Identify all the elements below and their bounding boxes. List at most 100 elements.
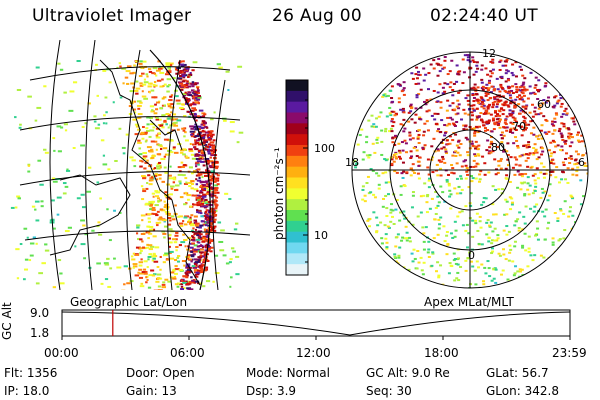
emission-pixel [202,235,206,238]
colorbar-segment [286,80,308,92]
emission-pixel [441,158,445,161]
emission-pixel [562,122,566,125]
emission-pixel [488,275,492,278]
emission-pixel [490,252,494,255]
emission-pixel [460,210,464,213]
emission-pixel [184,191,187,194]
cusp-pixel [501,95,505,98]
emission-pixel [159,107,163,110]
emission-pixel [415,155,419,158]
emission-pixel [390,97,394,100]
cusp-pixel [523,117,527,120]
emission-pixel [480,243,484,246]
emission-pixel [491,185,495,188]
emission-pixel [554,112,558,115]
emission-pixel [385,246,389,249]
emission-pixel [522,215,526,218]
emission-pixel [56,213,60,216]
emission-pixel [137,107,141,110]
emission-pixel [466,56,470,59]
emission-pixel [69,90,75,93]
cusp-pixel [486,107,490,110]
emission-pixel [194,82,197,85]
emission-pixel [436,204,440,207]
emission-pixel [62,182,67,185]
emission-pixel [464,159,468,162]
emission-pixel [515,139,519,142]
emission-pixel [445,109,449,112]
emission-pixel [576,131,580,134]
emission-pixel [185,155,188,158]
emission-pixel [389,220,393,223]
emission-pixel [580,140,584,143]
emission-pixel [397,142,401,145]
emission-core-pixel [214,160,218,163]
emission-pixel [480,68,484,71]
emission-pixel [354,166,358,169]
emission-pixel [494,281,498,284]
emission-pixel [460,165,464,168]
emission-pixel [436,149,440,152]
emission-pixel [544,172,548,175]
emission-pixel [44,151,49,154]
emission-pixel [395,171,399,174]
emission-pixel [203,205,208,208]
emission-pixel [182,153,186,156]
emission-pixel [459,265,463,268]
emission-pixel [194,128,200,131]
cusp-pixel [511,85,515,88]
emission-pixel [390,101,394,104]
emission-pixel [447,272,451,275]
emission-pixel [569,194,573,197]
emission-pixel [526,157,530,160]
cusp-pixel [487,119,491,122]
emission-core-pixel [204,251,208,254]
cusp-pixel [497,120,501,123]
emission-pixel [436,195,440,198]
emission-pixel [102,163,108,166]
cusp-pixel [484,94,488,97]
emission-pixel [180,84,186,87]
emission-core-pixel [202,259,206,262]
emission-pixel [148,135,152,138]
emission-pixel [570,136,574,139]
cusp-pixel [485,93,489,96]
emission-pixel [38,272,44,275]
emission-pixel [533,234,537,237]
emission-pixel [143,81,149,84]
emission-pixel [399,108,403,111]
emission-pixel [177,143,182,146]
emission-pixel [427,109,431,112]
emission-pixel [398,84,402,87]
emission-pixel [518,211,522,214]
emission-pixel [529,71,533,74]
emission-core-pixel [203,269,207,272]
emission-pixel [564,107,568,110]
emission-pixel [147,255,152,258]
emission-pixel [194,249,199,252]
emission-pixel [200,220,204,223]
emission-pixel [451,102,455,105]
cusp-pixel [504,100,508,103]
emission-pixel [204,210,208,213]
emission-pixel [451,167,455,170]
emission-pixel [186,221,190,224]
emission-pixel [533,205,537,208]
emission-pixel [63,123,68,126]
emission-pixel [551,132,555,135]
emission-pixel [393,143,397,146]
emission-pixel [456,99,460,102]
emission-pixel [208,160,214,163]
emission-pixel [567,128,571,131]
emission-pixel [509,208,513,211]
emission-pixel [505,213,509,216]
emission-pixel [455,121,459,124]
emission-pixel [518,164,522,167]
emission-pixel [164,191,168,194]
emission-pixel [229,285,232,288]
emission-pixel [513,136,517,139]
emission-pixel [513,119,517,122]
emission-pixel [151,209,156,212]
emission-pixel [447,182,451,185]
emission-pixel [405,231,409,234]
